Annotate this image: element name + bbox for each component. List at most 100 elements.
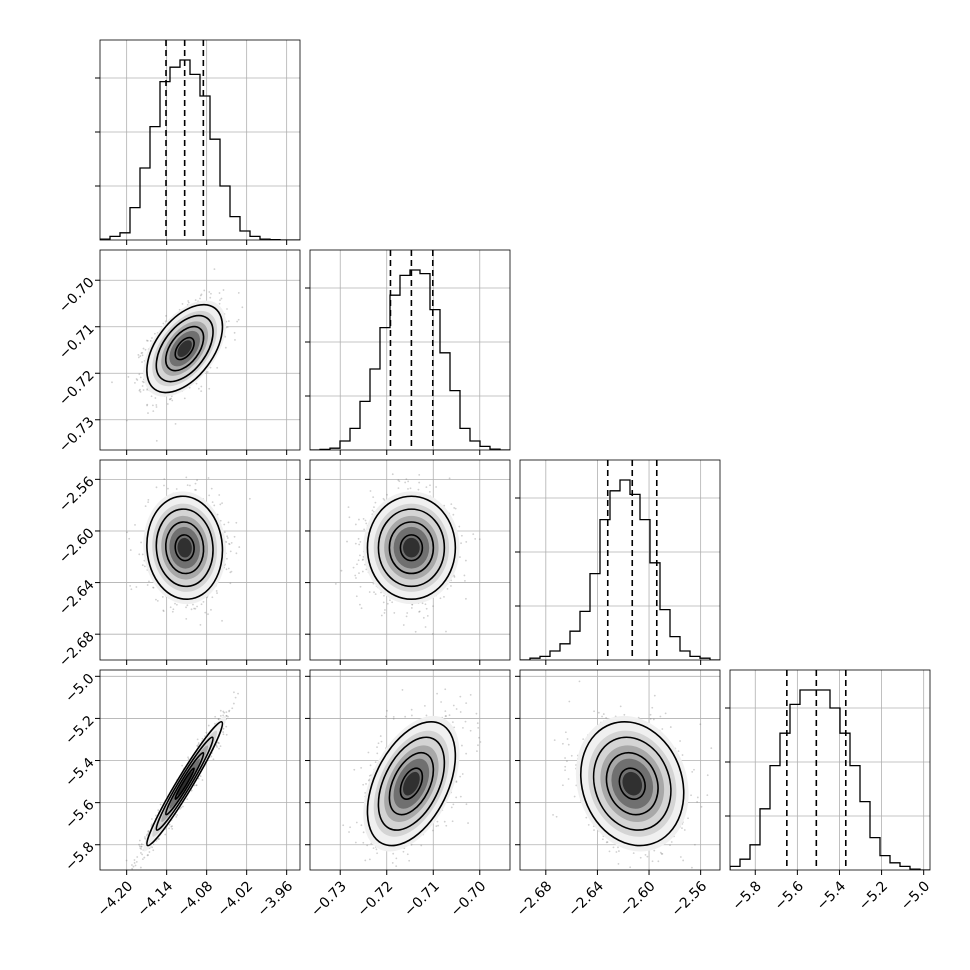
scatter-point xyxy=(420,844,423,847)
scatter-point xyxy=(659,715,662,718)
scatter-point xyxy=(460,542,462,545)
scatter-point xyxy=(210,608,212,611)
scatter-point xyxy=(393,612,396,614)
scatter-point xyxy=(469,694,472,696)
scatter-point xyxy=(222,731,225,733)
scatter-point xyxy=(226,557,228,560)
scatter-point xyxy=(147,412,149,414)
scatter-point xyxy=(440,701,442,703)
scatter-point xyxy=(208,494,211,497)
scatter-point xyxy=(135,860,138,863)
scatter-point xyxy=(383,499,386,501)
scatter-point xyxy=(200,390,203,393)
scatter-point xyxy=(476,722,479,725)
scatter-point xyxy=(659,851,662,854)
contour-line xyxy=(146,303,224,394)
contour-line xyxy=(399,767,424,800)
scatter-point xyxy=(175,603,178,606)
scatter-point xyxy=(227,715,229,718)
panel-frame xyxy=(519,459,721,661)
scatter-point xyxy=(706,794,709,797)
scatter-point xyxy=(221,619,223,622)
scatter-point xyxy=(186,604,189,607)
scatter-point xyxy=(357,537,360,540)
panel-3-1: −0.73 −0.72 −0.71 −0.70 xyxy=(305,669,511,920)
scatter-point xyxy=(383,594,385,597)
scatter-point xyxy=(210,487,213,490)
scatter-point xyxy=(131,867,134,870)
scatter-point xyxy=(362,518,365,520)
scatter-point xyxy=(218,302,221,305)
scatter-point xyxy=(446,588,449,590)
scatter-point xyxy=(131,872,133,874)
scatter-point xyxy=(151,846,154,849)
scatter-point xyxy=(218,494,221,496)
scatter-point xyxy=(171,825,173,828)
scatter-point xyxy=(217,718,220,720)
scatter-point xyxy=(448,714,451,717)
scatter-point xyxy=(361,559,364,561)
scatter-point xyxy=(186,484,189,487)
scatter-point xyxy=(374,761,377,763)
contour-line xyxy=(155,508,214,588)
scatter-point xyxy=(370,842,373,845)
scatter-point xyxy=(459,695,462,698)
scatter-point xyxy=(168,823,171,826)
scatter-point xyxy=(407,488,409,490)
scatter-point xyxy=(651,872,653,874)
scatter-point xyxy=(143,856,146,859)
panel-frame xyxy=(729,669,931,871)
scatter-point xyxy=(140,843,143,846)
scatter-point xyxy=(217,741,220,744)
contour-line xyxy=(605,751,659,816)
scatter-point xyxy=(201,779,204,781)
scatter-point xyxy=(368,774,371,777)
scatter-point xyxy=(196,738,199,741)
scatter-point xyxy=(465,803,468,806)
scatter-point xyxy=(129,585,132,587)
scatter-point xyxy=(355,595,358,598)
scatter-point xyxy=(612,846,615,849)
panel-2-0: −2.68 −2.64 −2.60 −2.56 xyxy=(56,459,301,670)
contour-line xyxy=(164,521,205,575)
scatter-point xyxy=(141,361,143,363)
scatter-point xyxy=(155,598,157,601)
scatter-point xyxy=(405,478,408,481)
scatter-point xyxy=(196,479,198,482)
scatter-point xyxy=(582,738,585,741)
scatter-point xyxy=(460,534,463,537)
scatter-point xyxy=(478,736,480,739)
scatter-point xyxy=(561,742,564,745)
scatter-point xyxy=(181,764,184,767)
scatter-point xyxy=(223,711,226,714)
scatter-point xyxy=(140,352,143,355)
scatter-point xyxy=(235,552,238,555)
scatter-point xyxy=(429,484,431,487)
scatter-point xyxy=(134,381,136,384)
scatter-point xyxy=(452,803,455,806)
scatter-point xyxy=(356,563,358,566)
scatter-point xyxy=(348,831,350,833)
panel-3-2: −2.68 −2.64 −2.60 −2.56 xyxy=(514,669,721,920)
scatter-point xyxy=(222,733,225,736)
x-tick-label: −2.64 xyxy=(565,878,607,920)
scatter-point xyxy=(225,714,228,717)
x-tick-label: −3.96 xyxy=(255,878,297,920)
x-tick-label: −2.68 xyxy=(514,878,556,920)
scatter-point xyxy=(404,715,407,718)
scatter-point xyxy=(226,326,229,329)
scatter-point xyxy=(143,565,146,568)
scatter-point xyxy=(168,827,170,830)
panel-2-2 xyxy=(515,459,721,665)
scatter-point xyxy=(144,837,147,840)
scatter-point xyxy=(608,874,610,876)
scatter-point xyxy=(423,704,426,707)
scatter-point xyxy=(459,711,462,713)
density-fill xyxy=(177,537,192,558)
scatter-point xyxy=(382,497,385,500)
scatter-point xyxy=(129,549,132,551)
scatter-point xyxy=(142,381,145,384)
scatter-point xyxy=(152,586,154,589)
scatter-point xyxy=(147,830,150,832)
scatter-point xyxy=(139,390,142,393)
